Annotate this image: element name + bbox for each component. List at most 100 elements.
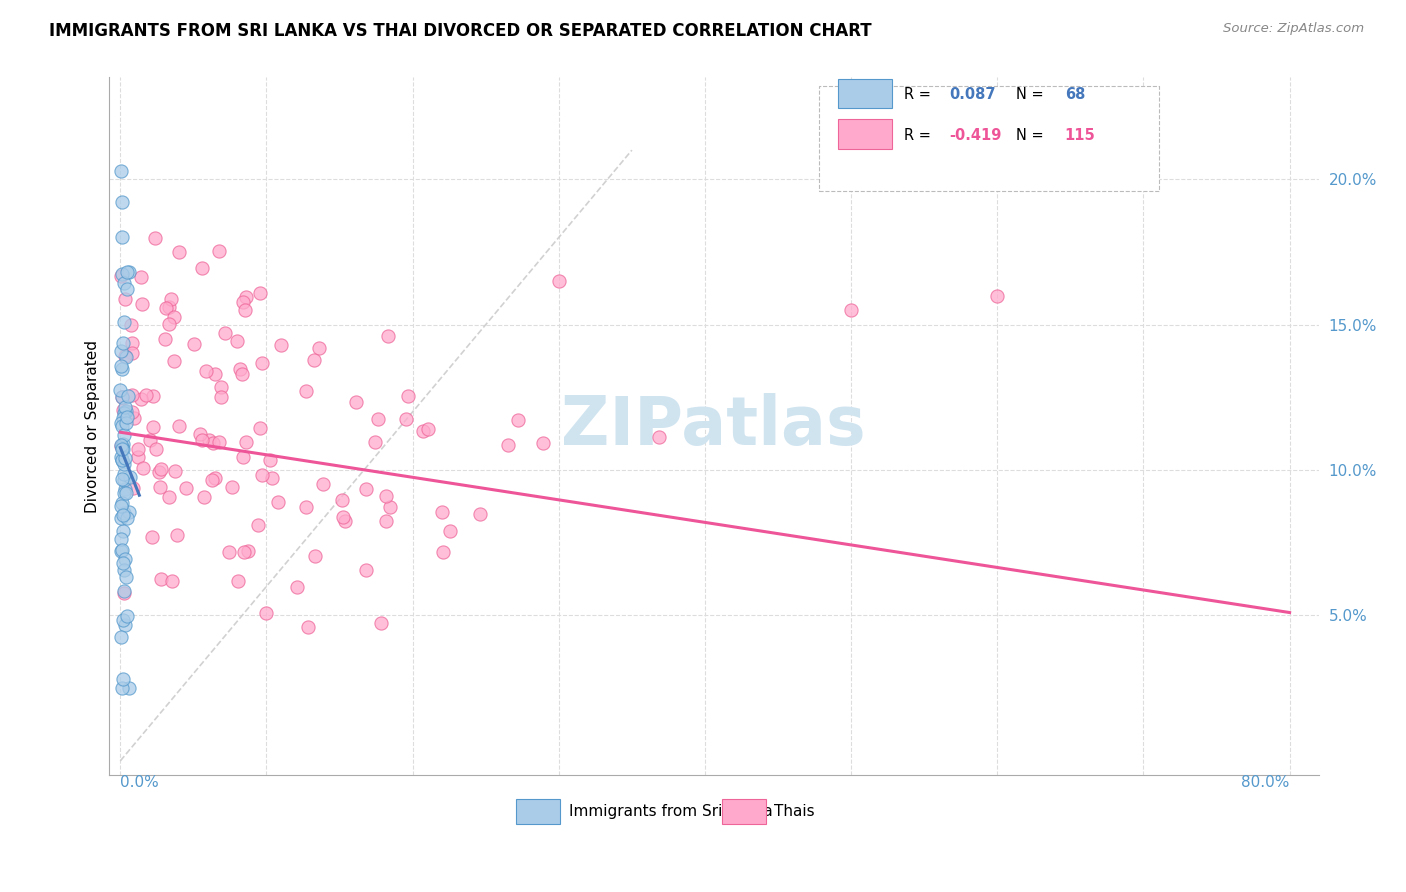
Point [111,508,134,522]
Point [229,362,252,376]
Point [202,436,225,450]
Point [496,438,519,452]
Text: Thais: Thais [775,805,815,819]
Text: IMMIGRANTS FROM SRI LANKA VS THAI DIVORCED OR SEPARATED CORRELATION CHART: IMMIGRANTS FROM SRI LANKA VS THAI DIVORC… [49,22,872,40]
Point [141,531,163,545]
Point [112,403,135,417]
Point [439,524,461,538]
Point [839,303,862,318]
Point [226,334,249,348]
Point [115,569,138,583]
Text: ZIPatlas: ZIPatlas [561,393,866,459]
Point [209,380,232,394]
Point [110,532,132,546]
Point [111,194,134,209]
Point [165,464,187,478]
Point [110,164,132,178]
Point [115,511,138,525]
Point [112,427,135,442]
Point [110,510,132,524]
Point [302,353,325,368]
Point [112,613,135,627]
Point [142,419,165,434]
Point [110,495,132,509]
Point [547,274,569,288]
Point [129,392,152,406]
Point [377,328,399,343]
Point [648,430,671,444]
Point [111,524,134,538]
Point [111,672,134,686]
Point [418,422,440,436]
Point [197,433,219,447]
Point [110,438,132,452]
Point [114,482,136,496]
Point [114,349,136,363]
Point [112,457,135,471]
Point [166,528,188,542]
Point [112,506,135,520]
Point [201,473,224,487]
Text: 80.0%: 80.0% [1241,775,1289,790]
Point [157,301,180,315]
Point [112,583,135,598]
Point [188,426,211,441]
Point [111,267,134,281]
FancyBboxPatch shape [723,799,766,824]
Point [110,383,132,397]
Point [250,356,273,370]
Point [367,411,389,425]
Point [129,270,152,285]
Point [110,499,132,513]
Point [375,514,398,528]
Point [207,244,229,259]
Point [124,411,146,425]
Point [114,401,136,415]
Point [308,341,330,355]
Point [250,467,273,482]
Point [218,545,240,559]
Point [396,389,419,403]
Point [149,480,172,494]
Point [174,481,197,495]
Point [111,452,134,467]
Point [111,442,134,456]
Point [112,437,135,451]
Text: -0.419: -0.419 [949,128,1002,143]
Text: 115: 115 [1064,128,1095,143]
Text: Source: ZipAtlas.com: Source: ZipAtlas.com [1223,22,1364,36]
Point [114,293,136,307]
Point [114,451,136,466]
Point [127,450,149,464]
Point [121,405,143,419]
Point [117,389,139,403]
Point [111,230,134,244]
Point [115,416,138,430]
Point [214,326,236,340]
Point [235,290,257,304]
Point [118,470,141,484]
Point [153,332,176,346]
Point [270,338,292,352]
Point [149,462,172,476]
Point [430,505,453,519]
Point [354,563,377,577]
Point [117,506,139,520]
Point [111,442,134,456]
Point [194,364,217,378]
Point [114,563,136,577]
Point [110,544,132,558]
Point [110,440,132,454]
Text: 0.087: 0.087 [949,87,997,103]
Point [110,359,132,373]
Point [159,293,181,307]
Point [135,388,157,402]
Point [143,230,166,244]
Point [208,434,231,449]
FancyBboxPatch shape [838,120,891,149]
Point [432,545,454,559]
Point [163,354,186,368]
Point [167,244,190,259]
Point [167,418,190,433]
Point [112,473,135,487]
